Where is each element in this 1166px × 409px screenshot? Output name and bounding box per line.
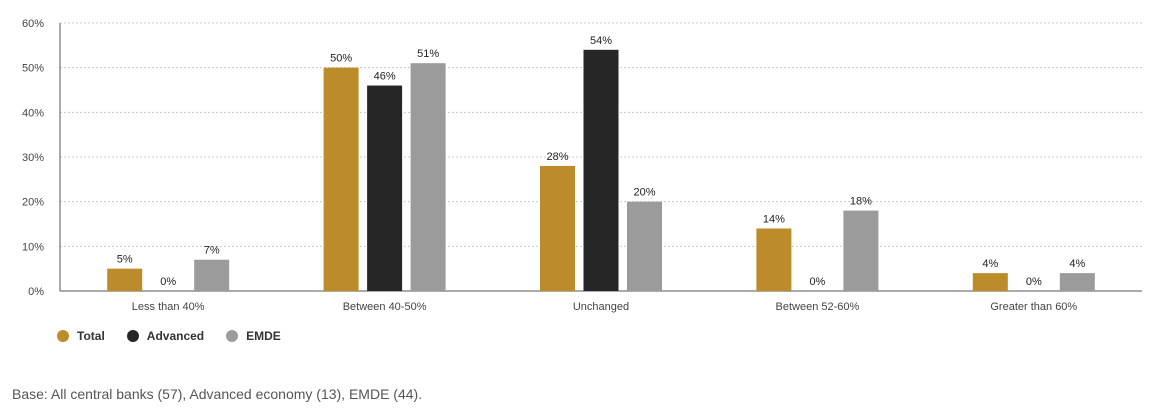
y-tick-label: 60%	[22, 18, 44, 30]
data-label: 28%	[546, 151, 568, 163]
data-label: 0%	[809, 276, 825, 288]
chart-legend: Total Advanced EMDE	[57, 329, 281, 343]
bar-advanced	[583, 49, 619, 291]
data-label: 0%	[1026, 276, 1042, 288]
bar-emde	[410, 63, 446, 292]
x-tick-label: Less than 40%	[132, 301, 205, 313]
legend-swatch	[126, 330, 139, 342]
x-tick-label: Unchanged	[573, 301, 629, 313]
data-label: 20%	[633, 187, 655, 199]
y-tick-label: 30%	[22, 152, 44, 164]
legend-swatch	[226, 330, 239, 342]
data-label: 5%	[117, 254, 133, 266]
bar-total	[972, 273, 1008, 291]
data-label: 4%	[1069, 258, 1085, 270]
bar-emde	[194, 259, 230, 291]
data-label: 0%	[160, 276, 176, 288]
data-label: 54%	[590, 35, 612, 47]
legend-item: Total	[57, 329, 105, 343]
legend-item: EMDE	[226, 329, 281, 343]
data-label: 51%	[417, 48, 439, 60]
data-label: 7%	[204, 245, 220, 257]
x-tick-label: Between 40-50%	[343, 301, 427, 313]
bar-emde	[1059, 273, 1095, 291]
bar-emde	[627, 201, 662, 291]
legend-label: Total	[77, 329, 105, 343]
bar-total	[540, 165, 575, 291]
x-tick-label: Between 52-60%	[776, 301, 860, 313]
legend-item: Advanced	[126, 329, 205, 343]
base-footnote: Base: All central banks (57), Advanced e…	[12, 386, 423, 402]
bar-total	[107, 268, 143, 291]
y-tick-label: 50%	[22, 63, 44, 75]
legend-label: EMDE	[246, 329, 281, 343]
data-label: 4%	[982, 258, 998, 270]
x-tick-label: Greater than 60%	[990, 301, 1077, 313]
y-tick-label: 0%	[28, 286, 44, 298]
data-label: 14%	[763, 213, 785, 225]
legend-label: Advanced	[146, 329, 205, 343]
y-tick-label: 20%	[22, 197, 44, 209]
bar-chart: 0% 10% 20% 30% 40% 50% 60% 5% 0% 7% Less than 40% 5…	[22, 18, 1142, 313]
data-label: 50%	[330, 53, 352, 65]
legend-swatch	[57, 330, 69, 342]
y-tick-label: 10%	[22, 241, 44, 253]
data-label: 46%	[374, 71, 396, 83]
bar-advanced	[367, 85, 403, 292]
y-tick-label: 40%	[22, 107, 44, 119]
bar-total	[756, 228, 792, 291]
bar-total	[323, 67, 359, 292]
bar-emde	[843, 210, 879, 291]
data-label: 18%	[850, 196, 872, 208]
